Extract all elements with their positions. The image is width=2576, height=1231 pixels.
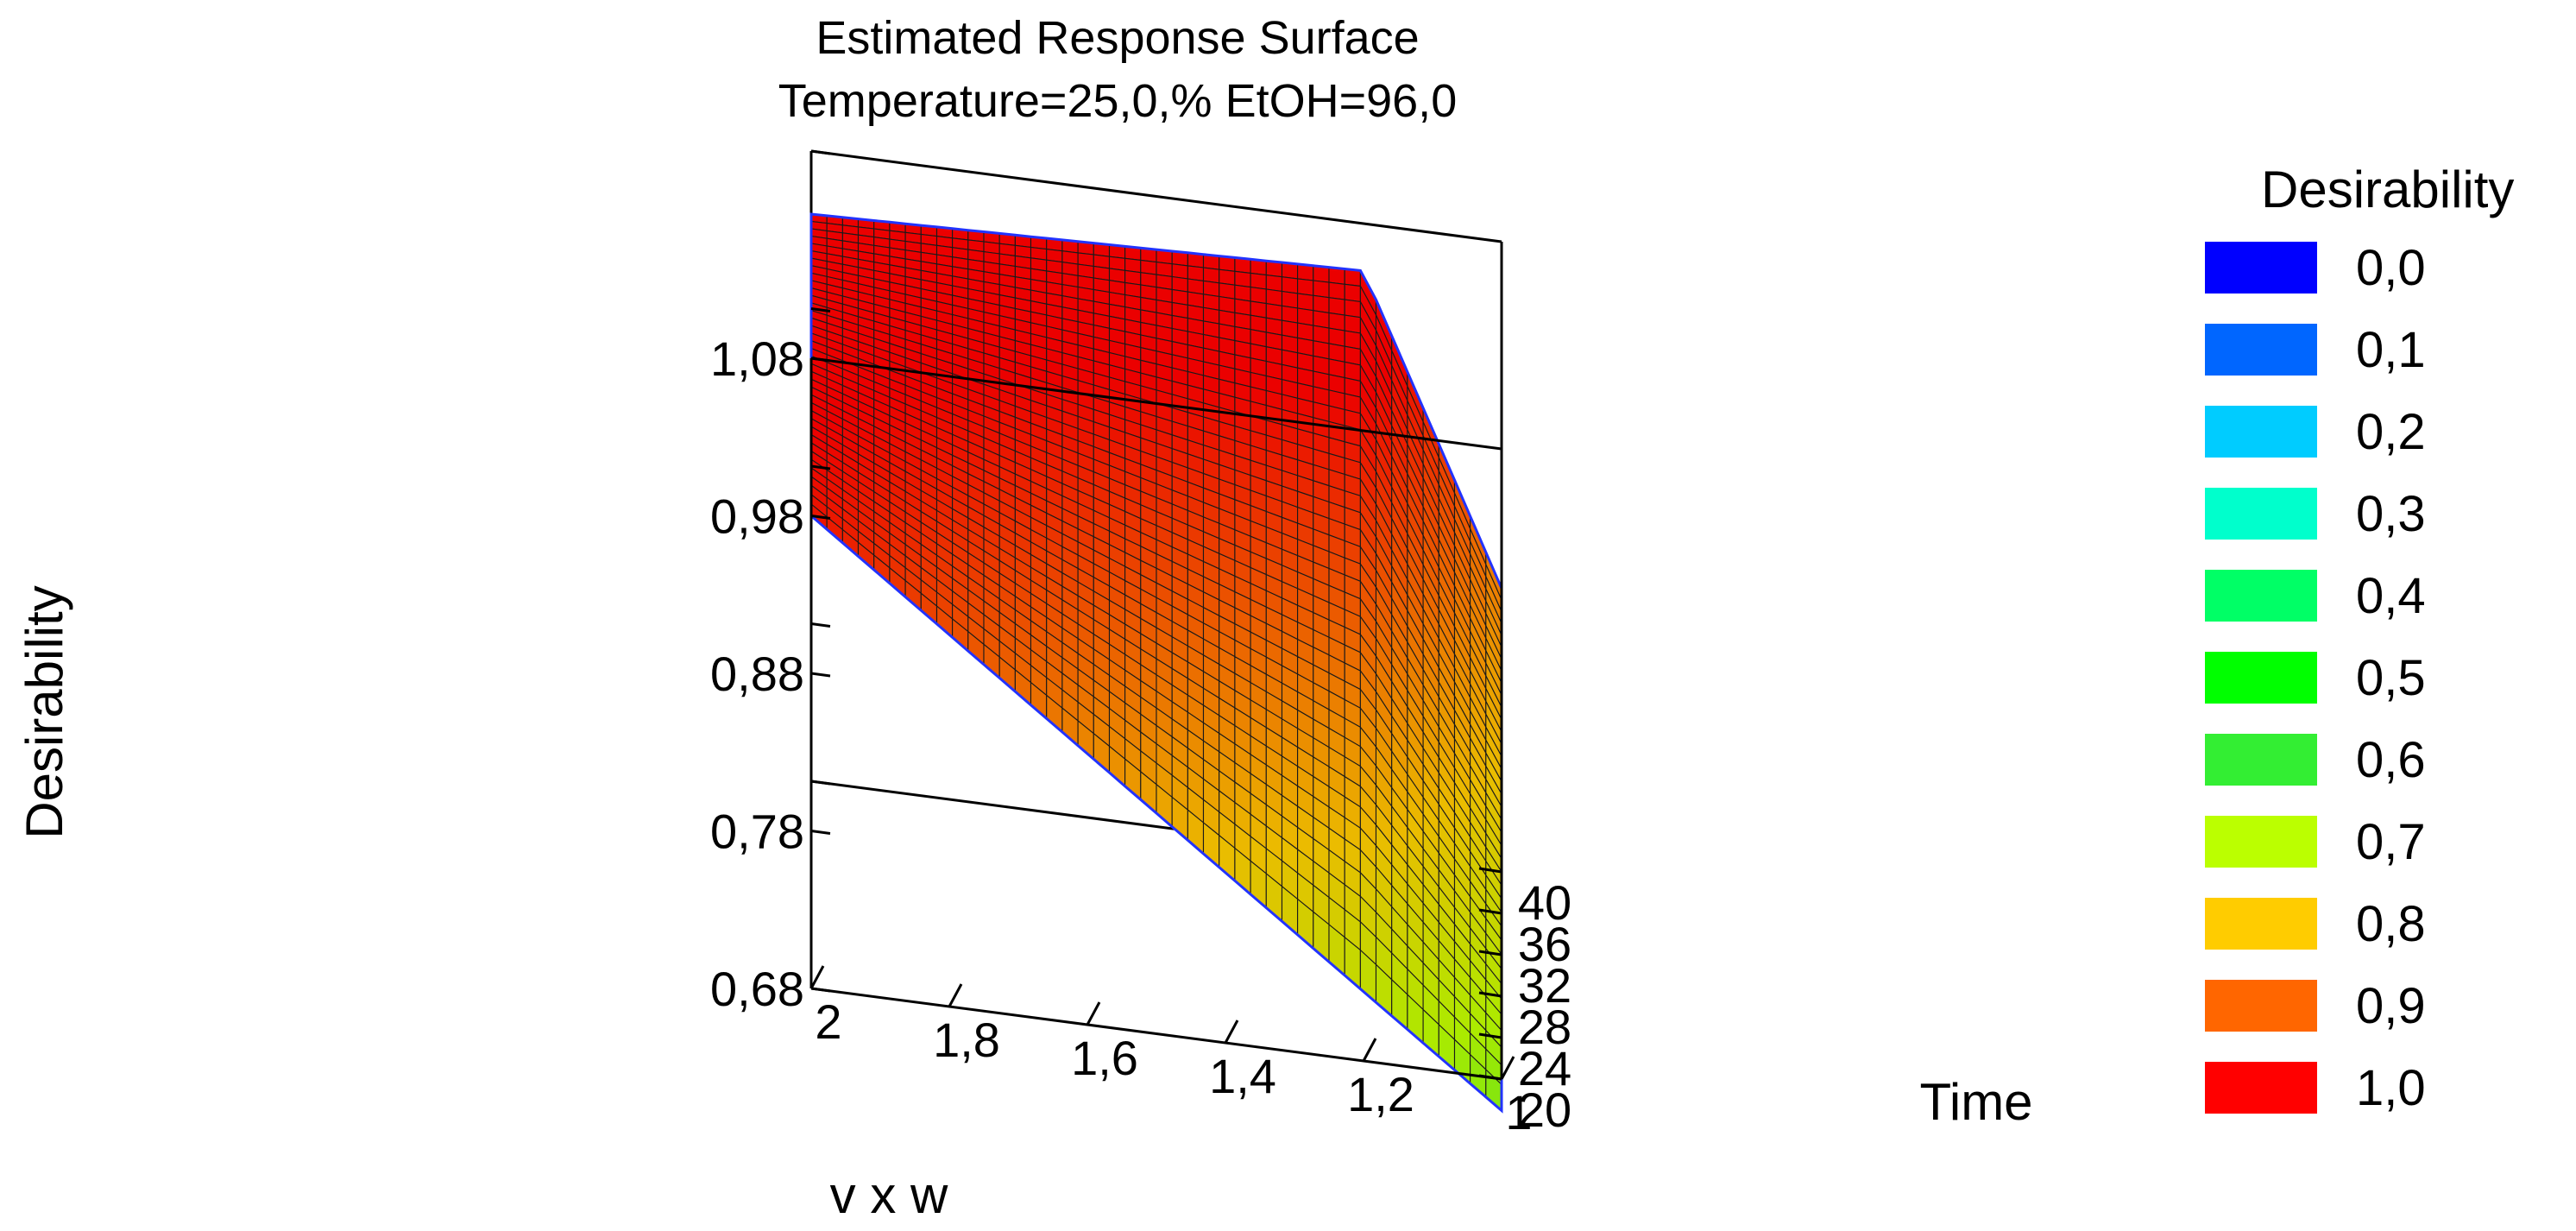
y-tick-label: 40: [1518, 875, 1571, 930]
legend-swatch: [2205, 324, 2317, 376]
z-tick-label: 0,88: [710, 647, 804, 701]
legend-swatch: [2205, 980, 2317, 1032]
z-tick-mark: [810, 780, 831, 786]
legend-label: 0,3: [2356, 486, 2426, 542]
surface-cell: [1328, 281, 1345, 300]
x-tick-mark: [1362, 1038, 1377, 1062]
y-tick-mark: [1478, 950, 1502, 956]
y-tick-mark: [1478, 1032, 1502, 1039]
surface-cell: [1219, 268, 1236, 286]
plot-box-front: [809, 242, 1503, 1081]
box-edge-back-top: [810, 149, 1502, 243]
x-axis-label: v x w: [830, 1166, 948, 1224]
z-tick-mark: [810, 464, 831, 470]
legend-label: 0,9: [2356, 978, 2426, 1034]
legend-label: 0,7: [2356, 814, 2426, 870]
x-tick-mark: [1224, 1020, 1239, 1044]
surface-cell: [1265, 274, 1283, 293]
chart-subtitle: Temperature=25,0,% EtOH=96,0: [778, 75, 1457, 127]
response-surface: [809, 212, 1503, 1114]
legend-swatch: [2205, 406, 2317, 458]
surface-cell: [1344, 299, 1361, 319]
legend-label: 0,0: [2356, 240, 2426, 296]
legend-swatch: [2205, 242, 2317, 294]
legend-swatch: [2205, 570, 2317, 622]
surface-cell: [1202, 267, 1220, 284]
legend-label: 0,2: [2356, 404, 2426, 460]
surface-cell: [1297, 293, 1314, 312]
legend-label: 0,8: [2356, 896, 2426, 952]
legend-label: 1,0: [2356, 1060, 2426, 1116]
surface-cell: [1297, 278, 1314, 296]
axis-ticks: 0,68 0,78 0,88 0,98 1,08 2 1,8 1,6 1,4 1,2 1202428…: [710, 149, 1571, 1139]
legend-swatch: [2205, 734, 2317, 786]
legend-swatch: [2205, 816, 2317, 868]
x-tick-label: 1,6: [1071, 1031, 1138, 1085]
z-tick-label: 0,98: [710, 489, 804, 544]
surface-cell: [1344, 283, 1361, 303]
x-tick-mark: [1086, 1001, 1101, 1026]
x-tick-label: 1,2: [1347, 1067, 1414, 1121]
legend-label: 0,4: [2356, 568, 2426, 624]
surface-cell: [1313, 294, 1330, 314]
z-tick-mark: [810, 672, 831, 678]
y-tick-mark: [1478, 1074, 1502, 1081]
surface-cell: [1344, 314, 1361, 334]
box-edge-front-top: [810, 357, 1502, 451]
legend-swatch: [2205, 898, 2317, 950]
z-tick-mark: [810, 357, 831, 363]
x-tick-mark: [1500, 1056, 1515, 1080]
legend-label: 0,1: [2356, 322, 2426, 378]
legend-title: Desirability: [2261, 161, 2514, 218]
surface-cell: [1187, 265, 1205, 282]
y-tick-label: 32: [1518, 958, 1571, 1013]
y-tick-label: 20: [1518, 1083, 1571, 1137]
surface-cell: [1234, 270, 1251, 288]
x-tick-label: 2: [815, 994, 841, 1049]
z-tick-mark: [810, 307, 831, 312]
surface-cell: [1265, 288, 1283, 306]
box-edge-front-bottom: [810, 987, 1502, 1081]
y-tick-label: 36: [1518, 917, 1571, 971]
z-tick-label: 0,78: [710, 805, 804, 859]
legend-swatch: [2205, 652, 2317, 704]
z-tick-mark: [810, 149, 831, 155]
legend-label: 0,6: [2356, 732, 2426, 788]
y-axis-label: Time: [1919, 1073, 2032, 1131]
y-tick-mark: [1478, 867, 1502, 874]
z-tick-mark: [810, 514, 831, 520]
legend: 0,0 0,1 0,2 0,3 0,4 0,5 0,6 0,7 0,8 0,9 1,0: [2205, 240, 2426, 1116]
x-tick-label: 1,4: [1209, 1049, 1276, 1103]
surface-cell: [1250, 272, 1267, 290]
x-tick-mark: [809, 965, 825, 989]
x-tick-label: 1,8: [933, 1013, 1000, 1067]
z-tick-label: 0,68: [710, 962, 804, 1016]
chart-title: Estimated Response Surface: [816, 12, 1419, 64]
z-tick-mark: [810, 622, 831, 628]
y-tick-label: 24: [1518, 1041, 1571, 1095]
legend-swatch: [2205, 488, 2317, 540]
z-tick-label: 1,08: [710, 331, 804, 386]
surface-cell: [1313, 280, 1330, 299]
x-tick-label: 1: [1505, 1085, 1532, 1139]
y-tick-mark: [1478, 908, 1502, 915]
y-tick-mark: [1478, 991, 1502, 998]
surface-cell: [1281, 290, 1299, 309]
z-tick-mark: [810, 830, 831, 835]
legend-label: 0,5: [2356, 650, 2426, 706]
legend-swatch: [2205, 1062, 2317, 1114]
z-tick-mark: [810, 987, 831, 993]
x-tick-mark: [948, 983, 963, 1007]
z-axis-label: Desirability: [16, 585, 73, 838]
surface-cell: [1281, 276, 1299, 294]
y-tick-label: 28: [1518, 1000, 1571, 1054]
surface-cell: [1328, 297, 1345, 316]
